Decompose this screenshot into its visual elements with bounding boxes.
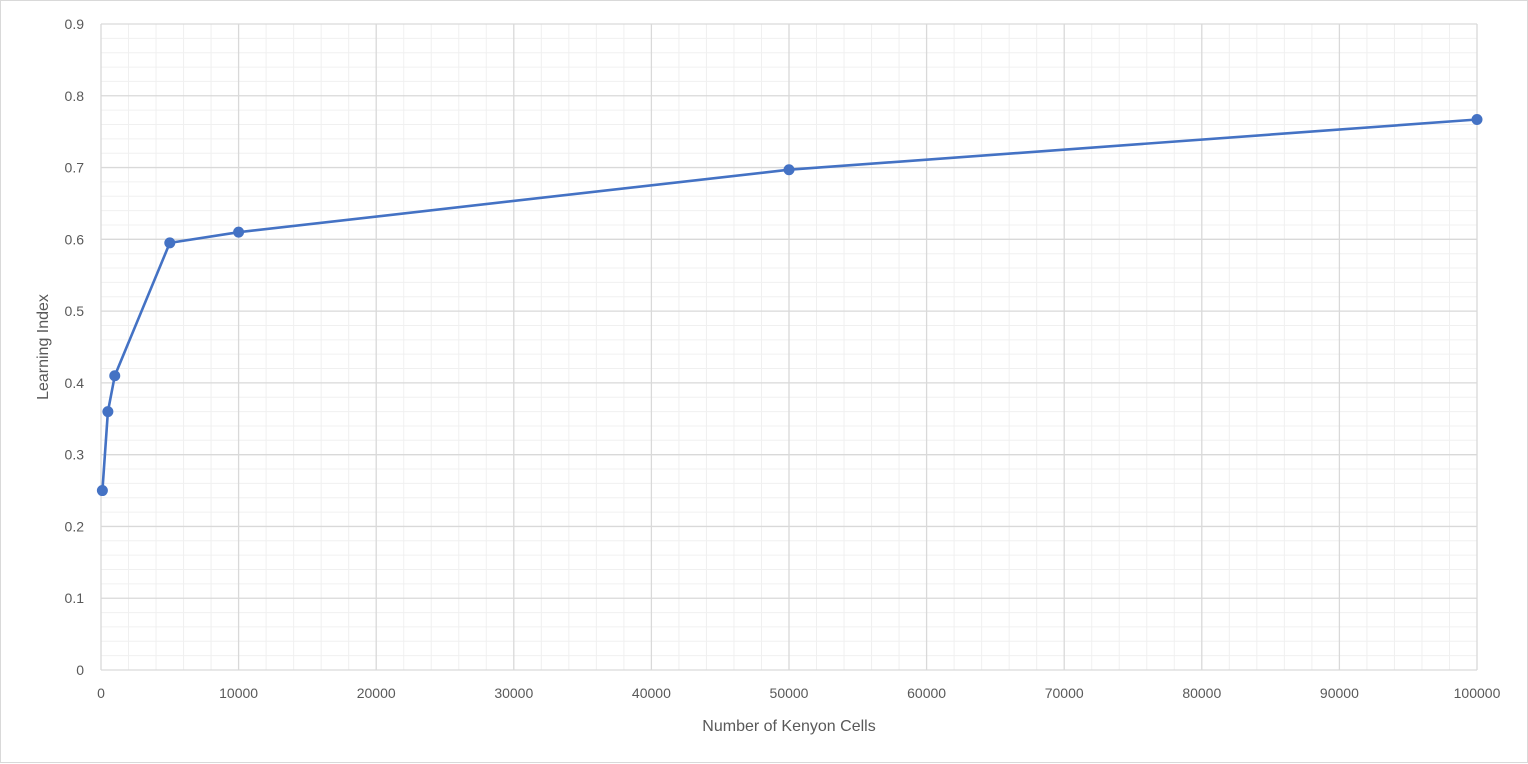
x-tick-label: 80000 xyxy=(1182,685,1221,701)
x-axis-title: Number of Kenyon Cells xyxy=(702,718,875,735)
x-tick-label: 50000 xyxy=(770,685,809,701)
x-tick-label: 0 xyxy=(97,685,105,701)
y-tick-label: 0.1 xyxy=(65,590,85,606)
series-line xyxy=(101,118,1478,491)
y-tick-label: 0.7 xyxy=(65,160,85,176)
data-point xyxy=(783,164,795,176)
y-tick-label: 0 xyxy=(76,662,84,678)
x-tick-label: 60000 xyxy=(907,685,946,701)
y-tick-label: 0.2 xyxy=(65,518,85,534)
y-tick-label: 0.6 xyxy=(65,231,85,247)
x-tick-label: 30000 xyxy=(494,685,533,701)
data-point xyxy=(1471,113,1483,125)
y-tick-label: 0.4 xyxy=(65,375,85,391)
data-point xyxy=(102,406,114,418)
data-point xyxy=(233,226,245,238)
x-axis-tick-labels: 0 10000 20000 30000 40000 50000 60000 70000 8000… xyxy=(97,685,1500,701)
series-layer xyxy=(96,113,1483,497)
x-tick-label: 40000 xyxy=(632,685,671,701)
y-axis-tick-labels: 0 0.1 0.2 0.3 0.4 0.5 0.6 0.7 0.8 0.9 xyxy=(65,16,85,678)
data-point xyxy=(164,237,176,249)
major-gridlines xyxy=(100,23,1478,671)
y-tick-label: 0.3 xyxy=(65,447,85,463)
y-tick-label: 0.9 xyxy=(65,16,85,32)
x-tick-label: 10000 xyxy=(219,685,258,701)
data-point xyxy=(96,485,108,497)
x-tick-label: 90000 xyxy=(1320,685,1359,701)
y-tick-label: 0.5 xyxy=(65,303,85,319)
data-point xyxy=(109,370,121,382)
y-tick-label: 0.8 xyxy=(65,88,85,104)
y-axis-title: Learning Index xyxy=(35,294,52,400)
x-tick-label: 70000 xyxy=(1045,685,1084,701)
x-tick-label: 20000 xyxy=(357,685,396,701)
x-tick-label: 100000 xyxy=(1454,685,1501,701)
